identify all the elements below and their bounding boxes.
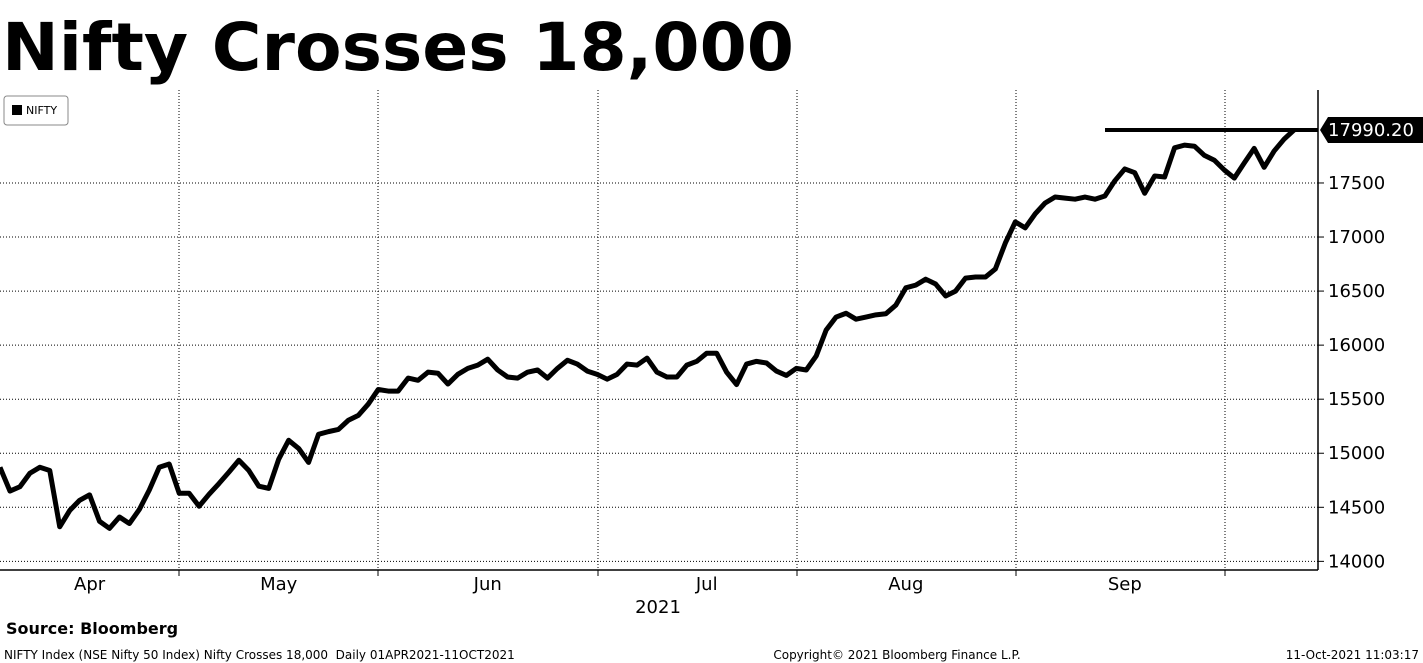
source: Source: Bloomberg [6,619,178,638]
footer-right: 11-Oct-2021 11:03:17 [1286,648,1419,662]
last-value-label: 17990.20 [1328,120,1414,141]
footer-center: Copyright© 2021 Bloomberg Finance L.P. [773,648,1020,662]
x-tick-label: Jun [473,574,502,595]
x-axis-label: 2021 [635,597,681,618]
legend-box [3,95,69,126]
x-tick-label: Jul [695,574,718,595]
last-value-tag [1320,116,1423,143]
chart-title: Nifty Crosses 18,000 [2,9,794,86]
y-tick-label: 15000 [1328,443,1385,464]
y-tick-label: 16000 [1328,335,1385,356]
y-tick-label: 14500 [1328,497,1385,518]
legend-swatch [12,105,22,115]
y-tick-label: 15500 [1328,389,1385,410]
y-tick-label: 14000 [1328,551,1385,572]
legend-label: NIFTY [26,104,57,117]
x-tick-label: Sep [1108,574,1142,595]
footer-left: NIFTY Index (NSE Nifty 50 Index) Nifty C… [4,648,515,662]
y-tick-label: 16500 [1328,281,1385,302]
series-line [0,128,1296,531]
x-tick-label: Aug [888,574,923,595]
y-tick-label: 17500 [1328,173,1385,194]
y-tick-label: 17000 [1328,227,1385,248]
legend: NIFTY [3,95,69,126]
x-tick-label: Apr [74,574,106,595]
x-tick-label: May [260,574,298,595]
